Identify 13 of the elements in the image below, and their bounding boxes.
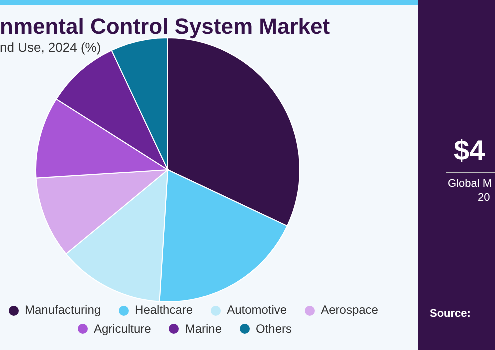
legend-label: Manufacturing bbox=[25, 302, 102, 319]
legend-label: Others bbox=[256, 320, 292, 338]
legend-label: Aerospace bbox=[321, 302, 378, 319]
text: Global M bbox=[448, 178, 492, 190]
source-note: Source: bbox=[430, 308, 471, 320]
chart-title: nmental Control System Market bbox=[0, 14, 330, 40]
legend-label: Healthcare bbox=[135, 302, 194, 319]
legend-label: Marine bbox=[185, 320, 222, 338]
legend-label: Agriculture bbox=[94, 320, 152, 338]
text: 20 bbox=[478, 192, 490, 204]
chart-subtitle: nd Use, 2024 (%) bbox=[0, 40, 102, 55]
text: $4 bbox=[454, 135, 486, 167]
legend-label: Automotive bbox=[227, 302, 288, 319]
